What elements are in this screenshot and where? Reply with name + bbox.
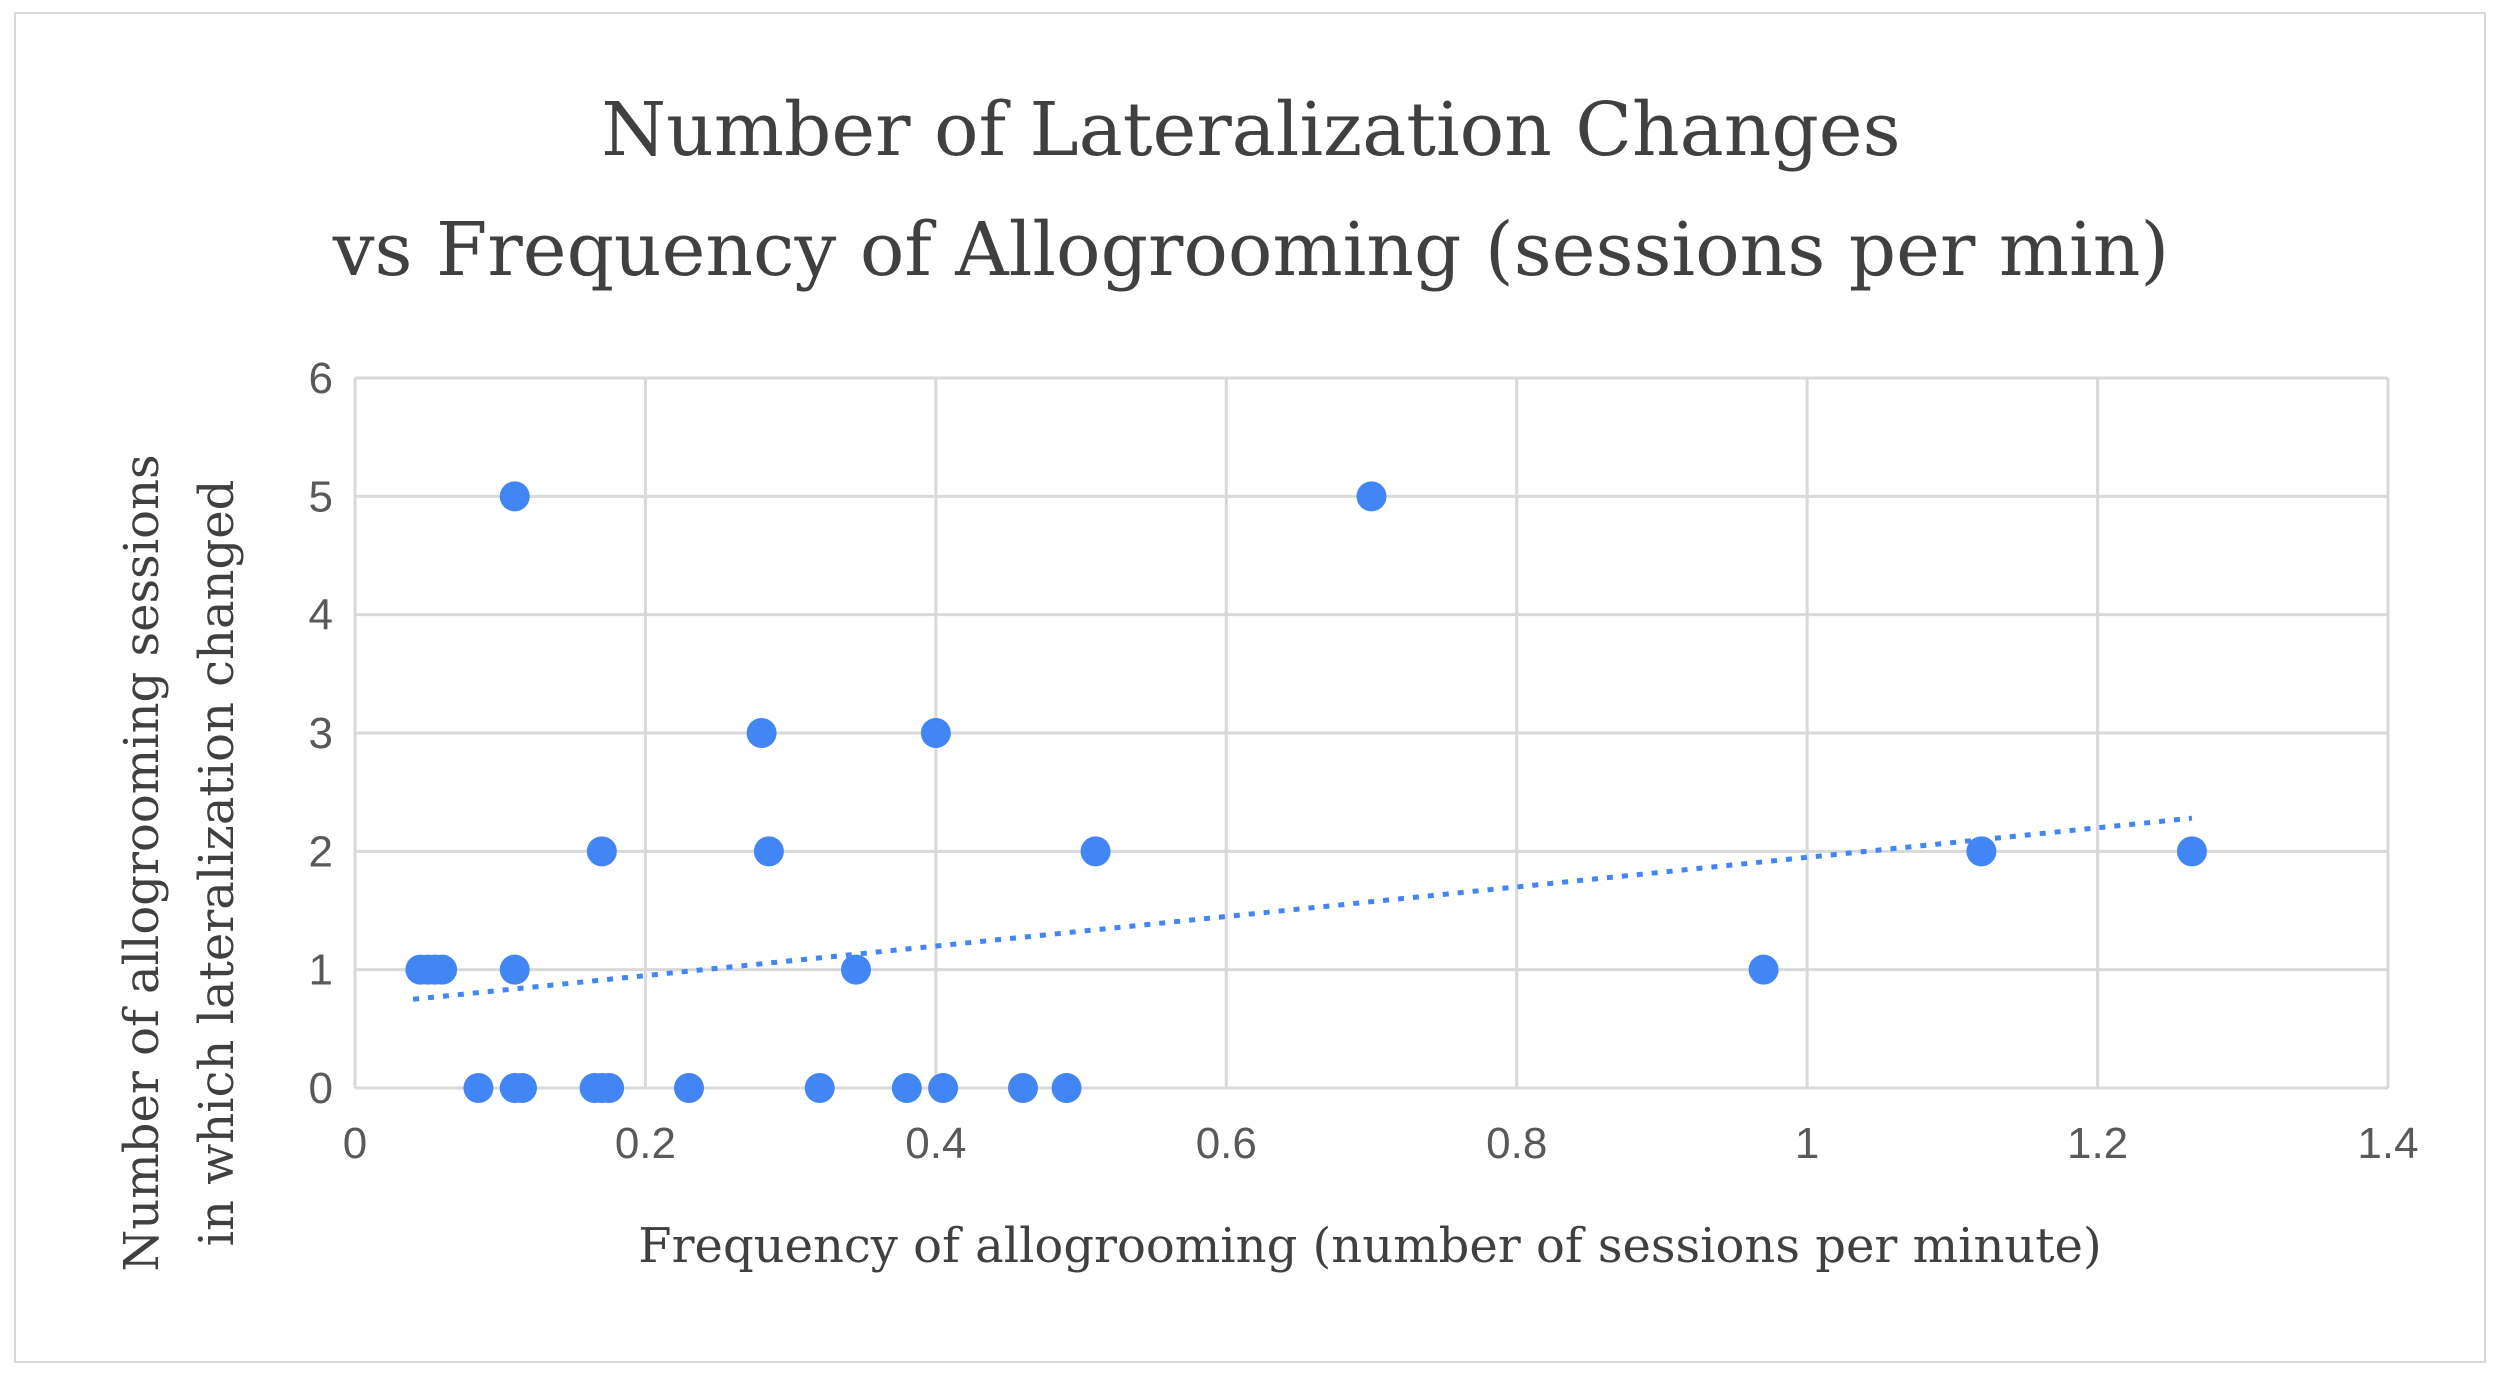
y-tick-label: 6 <box>309 354 333 403</box>
data-point <box>928 1073 959 1103</box>
x-tick-label: 1 <box>1795 1119 1819 1168</box>
data-point <box>746 718 777 748</box>
y-tick-label: 1 <box>309 946 333 995</box>
trendline <box>412 815 2193 1002</box>
chart-title-line-1: Number of Lateralization Changes <box>601 87 1900 173</box>
trendline-group <box>412 815 2193 1002</box>
data-point <box>463 1073 494 1103</box>
data-point <box>1748 954 1779 985</box>
x-tick-label: 0.4 <box>905 1119 966 1168</box>
x-tick-label: 0.8 <box>1486 1119 1547 1168</box>
data-point <box>673 1073 704 1103</box>
x-tick-label: 0 <box>343 1119 367 1168</box>
data-point <box>427 954 458 985</box>
x-tick-label: 1.2 <box>2067 1119 2128 1168</box>
y-tick-label: 4 <box>309 591 333 640</box>
data-point <box>499 481 530 512</box>
chart-frame <box>14 12 2486 1363</box>
data-points <box>405 481 2207 1103</box>
y-tick-label: 3 <box>309 709 333 758</box>
x-tick-label: 0.6 <box>1196 1119 1257 1168</box>
data-point <box>2176 836 2207 867</box>
chart-title-line-2: vs Frequency of Allogrooming (sessions p… <box>332 207 2170 293</box>
x-axis-ticks: 0 0.2 0.4 0.6 0.8 1 1.2 1.4 <box>343 1119 2419 1168</box>
data-point <box>804 1073 835 1103</box>
data-point <box>753 836 784 867</box>
y-tick-label: 2 <box>309 827 333 876</box>
data-point <box>920 718 951 748</box>
x-tick-label: 0.2 <box>615 1119 676 1168</box>
y-tick-label: 0 <box>309 1064 333 1113</box>
y-axis-label-line-1: Number of allogrooming sessions <box>114 454 170 1271</box>
x-tick-label: 1.4 <box>2357 1119 2418 1168</box>
data-point <box>891 1073 922 1103</box>
data-point <box>1007 1073 1038 1103</box>
y-tick-label: 5 <box>309 472 333 521</box>
data-point <box>586 836 617 867</box>
data-point <box>1080 836 1111 867</box>
data-point <box>1051 1073 1082 1103</box>
data-point <box>499 954 530 985</box>
data-point <box>840 954 871 985</box>
y-axis-ticks: 0 1 2 3 4 5 6 <box>309 354 333 1113</box>
x-axis-label: Frequency of allogrooming (number of ses… <box>638 1218 2101 1274</box>
data-point <box>506 1073 537 1103</box>
data-point <box>594 1073 625 1103</box>
data-point <box>1356 481 1387 512</box>
data-point <box>1966 836 1997 867</box>
y-axis-label-line-2: in which lateralization changed <box>189 480 245 1247</box>
